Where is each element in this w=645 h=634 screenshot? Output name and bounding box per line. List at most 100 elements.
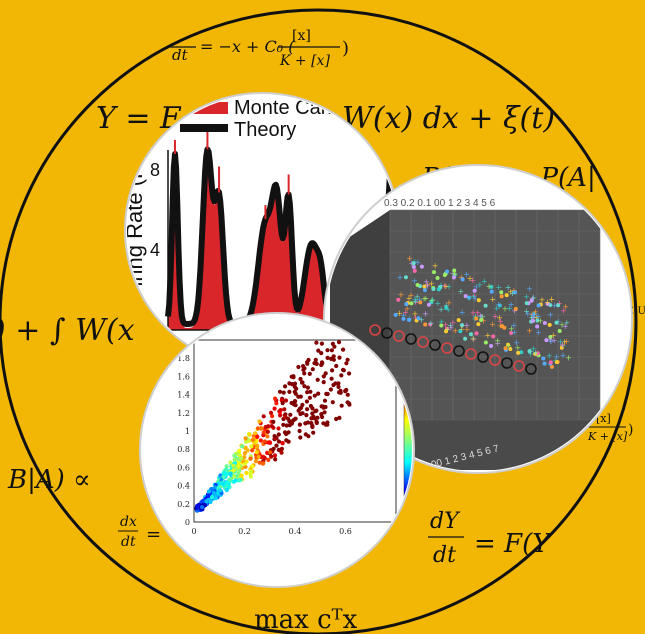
svg-text:= −x + C₀ (: = −x + C₀ ( [200,37,295,56]
plot3d-point [452,268,457,273]
plot3d-point [460,277,465,282]
plot3d-point [542,361,547,366]
scatter-point [273,396,278,401]
scatter-point [242,455,247,460]
scatter-point [228,471,233,476]
plot3d-points: ++++++++++++++ +++++ +++++++++++++++ ++++++… [369,254,572,375]
scatter-point [290,401,295,406]
plot3d-point: + [535,328,542,337]
scatter-point [330,341,335,346]
svg-text:Firing Ra: Firing Ra [96,210,121,300]
plot3d-point [513,306,518,311]
plot3d-point: + [511,307,518,316]
scatter-point [314,408,319,413]
plot3d-point: + [427,319,434,328]
plot3d-point: + [532,307,539,316]
scatter-point [339,373,344,378]
plot3d-point: + [530,310,537,319]
plot3d-point: + [442,321,449,330]
scatter-point [254,450,259,455]
scatter-point [315,415,320,420]
plot3d-point [422,284,427,289]
plot3d-point: + [523,293,530,302]
plot3d-point: + [561,337,568,346]
scatter-point [296,364,301,370]
scatter-point [331,354,336,359]
scatter-point [331,357,336,362]
scatter-point [260,461,265,466]
plot3d-point: + [474,309,481,318]
plot3d-point [547,322,552,327]
svg-text:= F(Y: = F(Y [474,529,552,559]
plot3d-point [411,261,416,266]
scatter-point [237,448,242,453]
scatter-point [270,414,275,419]
scatter-point [278,408,283,413]
scatter-point [330,368,335,373]
plot3d-point: + [421,294,428,303]
svg-text:dx: dx [120,514,137,530]
plot3d-point: + [510,321,517,330]
scatter-point [242,451,247,456]
scatter-point [345,400,350,405]
plot3d-point [554,360,559,365]
plot3d-point: + [446,299,453,308]
scatter-point [306,357,311,363]
plot3d-point: + [529,294,536,303]
plot3d-point: + [428,280,435,289]
plot3d-point: + [443,301,450,310]
scatter-point [204,499,209,504]
scatter-point [200,498,205,504]
scatter-point [272,453,278,458]
scatter-point [316,391,321,396]
scatter-point [316,348,321,353]
scatter-point [233,478,238,483]
scatter-point [298,394,303,399]
scatter-point [243,445,248,451]
plot3d-point [529,298,534,303]
plot3d-point: + [562,322,569,331]
plot3d-point: + [551,336,558,345]
scatter-point [278,413,283,418]
scatter-point [336,340,342,345]
plot3d-point: + [470,335,477,344]
scatter-point [293,391,298,396]
equation-expectation: 𝔼[U [626,306,645,317]
plot3d-point: + [565,354,572,363]
scatter-ytick: 0.6 [177,463,190,472]
plot3d-point: + [402,308,409,317]
plot3d-point: + [526,326,533,335]
plot3d-point: + [510,286,517,295]
scatter-point [329,376,334,381]
scatter-point [243,436,248,441]
scatter-xtick: 0.6 [339,527,352,536]
scatter-point [325,355,330,360]
scatter-point [305,407,310,412]
plot3d-point: + [484,331,491,340]
plot3d-ring-marker [393,330,405,342]
scatter-point [345,392,350,397]
plot3d-point: + [524,309,531,318]
scatter-point [250,437,255,442]
plot3d-point: + [550,331,557,340]
plot3d-point [557,328,562,333]
plot3d-point: + [548,295,555,304]
plot3d-point [436,287,441,292]
scatter-point [310,411,315,416]
plot3d-point [422,288,427,293]
plot3d-point: + [450,269,457,278]
equation-left-integral: ) + ∫ W(x [0,313,135,348]
scatter-point [334,363,339,369]
plot3d-point [548,335,553,340]
plot3d-point [519,350,524,355]
plot3d-point: + [434,299,441,308]
plot3d-point: + [422,310,429,319]
plot3d-point: + [446,282,453,291]
scatter-point [220,481,225,486]
svg-text:K + [x]: K + [x] [587,430,628,443]
plot3d-point: + [449,319,456,328]
scatter-point [336,381,341,386]
plot3d-point: + [430,296,437,305]
plot3d-ring-marker [369,324,381,336]
scatter-point [274,443,279,448]
